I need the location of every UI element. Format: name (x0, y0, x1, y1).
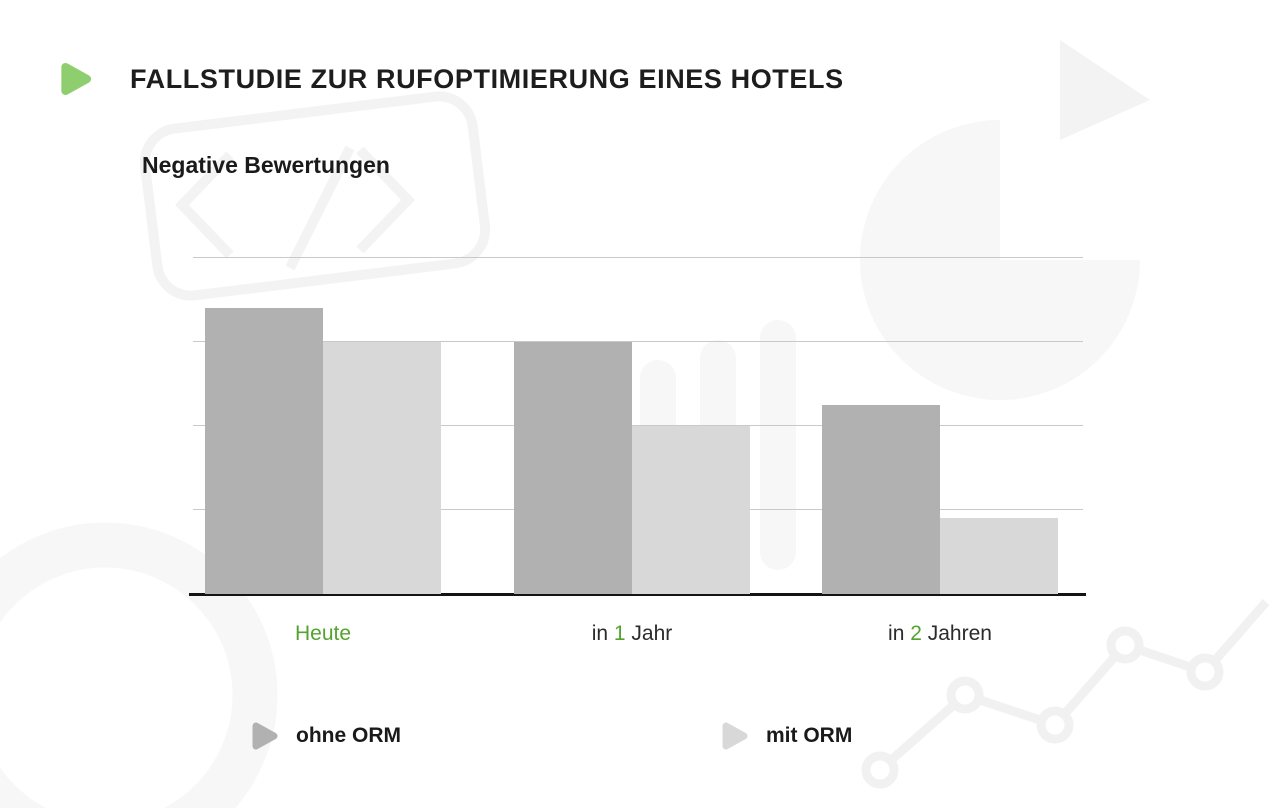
bar-group (514, 342, 750, 594)
plot-area (189, 174, 1086, 596)
bar-mit-orm (940, 518, 1058, 594)
x-label: Heute (295, 622, 351, 646)
bar-mit-orm (632, 426, 750, 594)
legend-label: mit ORM (766, 724, 853, 747)
legend-item-ohne-orm: ohne ORM (248, 720, 401, 752)
x-label: in 1 Jahr (592, 622, 673, 646)
x-labels: Heute in 1 Jahr in 2 Jahren (193, 622, 1083, 654)
x-label-part-green: 2 (910, 622, 922, 645)
bar-group (205, 308, 441, 594)
x-label-part-green: Heute (294, 622, 352, 645)
header: FALLSTUDIE ZUR RUFOPTIMIERUNG EINES HOTE… (56, 60, 844, 98)
x-axis (189, 593, 1086, 596)
x-label-part: Jahr (625, 622, 673, 645)
x-label-part-green: 1 (613, 622, 626, 645)
bar-mit-orm (323, 342, 441, 594)
x-label-part: Jahren (921, 622, 992, 645)
legend: ohne ORM mit ORM (0, 720, 1276, 760)
play-icon-light (722, 722, 748, 750)
legend-label: ohne ORM (296, 724, 401, 747)
x-label-part: in (591, 622, 614, 645)
legend-item-mit-orm: mit ORM (718, 720, 852, 752)
bar-ohne-orm (514, 342, 632, 594)
bar-ohne-orm (822, 405, 940, 594)
page-title: FALLSTUDIE ZUR RUFOPTIMIERUNG EINES HOTE… (130, 63, 844, 94)
gridline (193, 341, 1083, 342)
gridline (193, 257, 1083, 258)
bar-group (822, 405, 1058, 594)
bar-ohne-orm (205, 308, 323, 594)
play-icon-dark (252, 722, 278, 750)
play-icon (61, 62, 92, 96)
gridline (193, 425, 1083, 426)
x-label: in 2 Jahren (888, 622, 992, 646)
x-label-part: in (888, 622, 911, 645)
